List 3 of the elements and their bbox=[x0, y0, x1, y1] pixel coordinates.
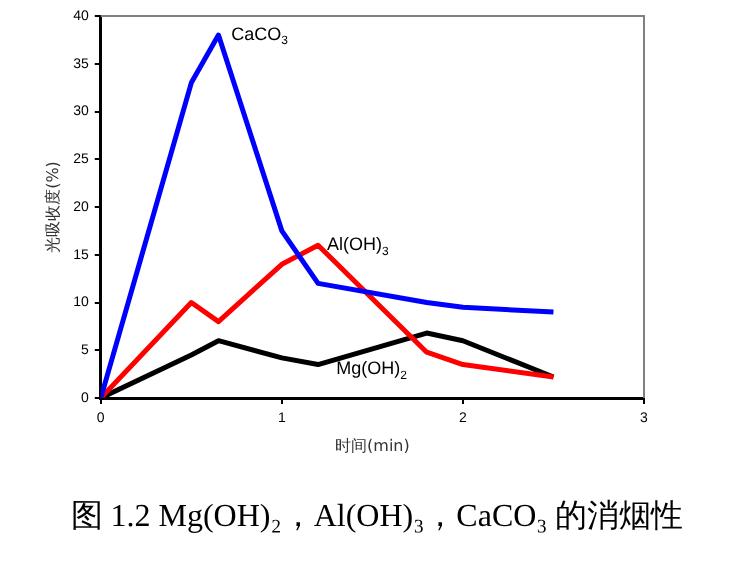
y-axis-title: 光吸收度(%) bbox=[43, 161, 62, 253]
text: 图 1.2 Mg(OH)₂，Al(OH)₃，CaCO₃ 的消烟性 bbox=[68, 497, 686, 538]
x-axis-title: 时间(min) bbox=[335, 436, 410, 455]
